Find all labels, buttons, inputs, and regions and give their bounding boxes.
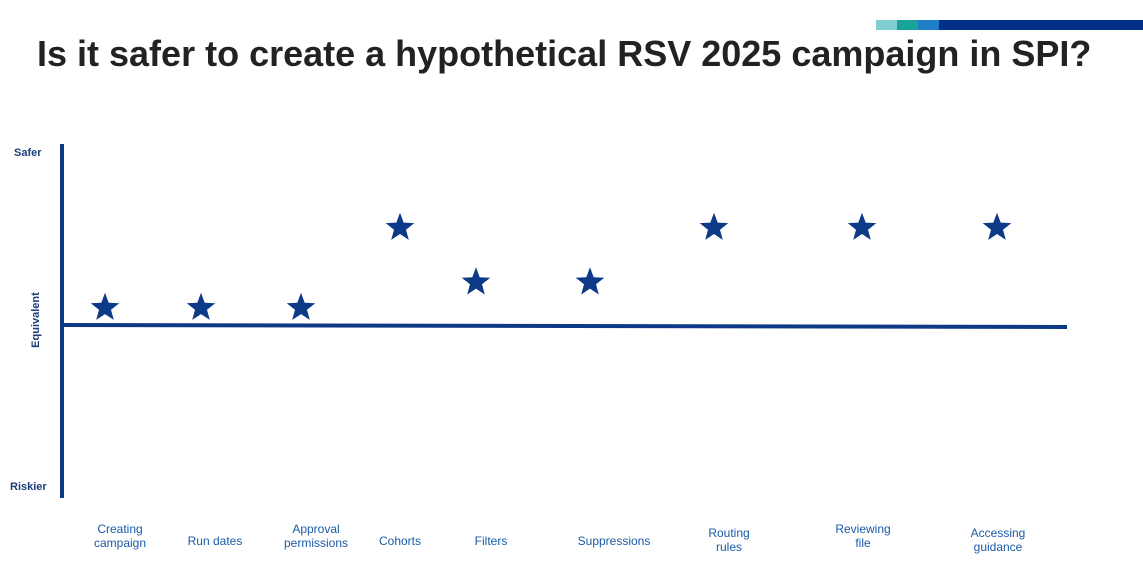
star-marker <box>461 267 491 295</box>
accent-bar-segment <box>939 20 1143 30</box>
star-marker <box>385 212 415 240</box>
x-tick-label: Creating campaign <box>93 522 147 550</box>
accent-bar-segment <box>918 20 939 30</box>
x-tick-label: Cohorts <box>378 534 422 548</box>
accent-bar-segment <box>897 20 918 30</box>
star-marker <box>286 292 316 320</box>
x-tick-label: Routing rules <box>708 526 750 554</box>
data-points <box>90 212 1012 320</box>
x-tick-label: Filters <box>474 534 508 548</box>
x-tick-label: Approval permissions <box>283 522 349 550</box>
star-marker <box>186 292 216 320</box>
x-axis <box>61 323 1068 329</box>
accent-bar-segment <box>876 20 897 30</box>
star-marker <box>699 212 729 240</box>
x-tick-label: Reviewing file <box>835 522 891 550</box>
star-marker <box>982 212 1012 240</box>
y-tick-label-riskier: Riskier <box>10 481 47 493</box>
star-marker <box>90 292 120 320</box>
x-tick-label: Accessing guidance <box>970 526 1026 554</box>
accent-bar <box>876 20 1143 30</box>
y-tick-label-safer: Safer <box>14 147 42 159</box>
x-tick-label: Suppressions <box>577 534 651 548</box>
y-tick-label-equivalent: Equivalent <box>30 292 42 348</box>
page-title: Is it safer to create a hypothetical RSV… <box>37 33 1092 74</box>
star-marker <box>847 212 877 240</box>
x-tick-label: Run dates <box>187 534 243 548</box>
star-marker <box>575 267 605 295</box>
